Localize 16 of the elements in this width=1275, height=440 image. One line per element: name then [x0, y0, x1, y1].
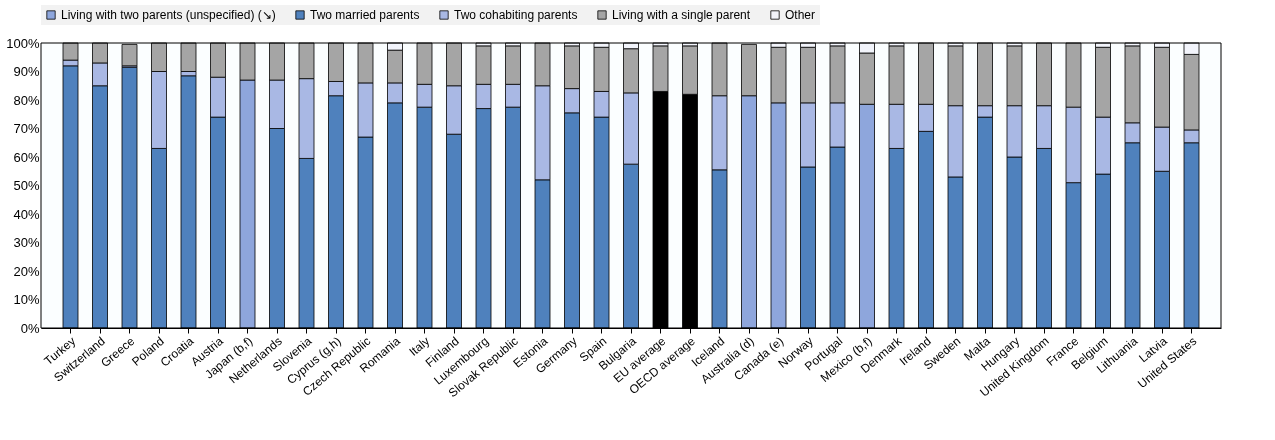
legend-label: Living with a single parent: [612, 8, 751, 22]
y-tick-label: 50%: [13, 178, 40, 193]
y-tick-label: 80%: [13, 92, 40, 108]
y-tick-label: 90%: [13, 64, 40, 79]
legend-label: Living with two parents (unspecified) (↘): [61, 8, 276, 22]
legend-label: Two married parents: [310, 8, 420, 22]
legend-label: Other: [785, 8, 816, 22]
legend-label: Two cohabiting parents: [454, 8, 578, 22]
y-tick-label: 30%: [13, 235, 40, 250]
y-tick-label: 0%: [20, 320, 40, 336]
y-tick-label: 60%: [13, 149, 40, 165]
y-tick-label: 10%: [13, 292, 40, 307]
y-tick-label: 40%: [13, 206, 40, 222]
y-tick-label: 100%: [6, 35, 40, 51]
y-tick-label: 20%: [13, 263, 40, 279]
y-tick-label: 70%: [13, 121, 40, 136]
